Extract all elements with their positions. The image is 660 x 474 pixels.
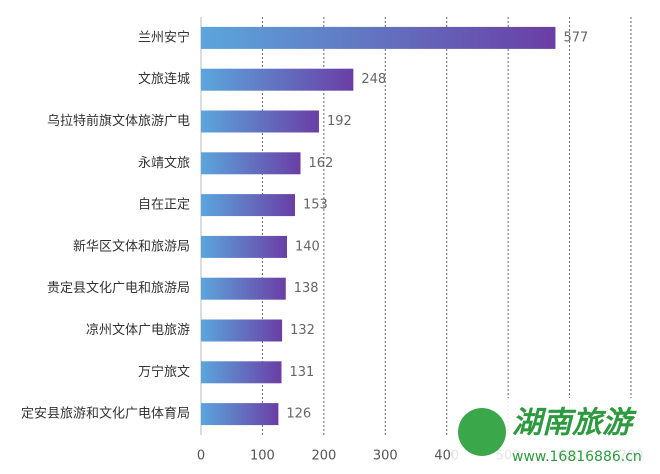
y-tick-label: 新华区文体和旅游局	[73, 238, 190, 254]
bar	[201, 68, 354, 91]
value-label: 162	[309, 156, 334, 171]
value-label: 138	[294, 281, 319, 296]
bar	[201, 26, 556, 49]
bar	[201, 194, 295, 217]
value-label: 126	[286, 407, 311, 422]
x-tick-label: 200	[311, 449, 336, 464]
bar	[201, 361, 282, 384]
y-tick-label: 贵定县文化广电和旅游局	[47, 281, 190, 296]
y-tick-label: 兰州安宁	[138, 29, 190, 45]
y-tick-label: 定安县旅游和文化广电体育局	[21, 406, 190, 422]
value-label: 153	[303, 198, 328, 213]
y-tick-label: 万宁旅文	[138, 364, 190, 380]
bar	[201, 403, 279, 426]
y-tick-label: 文旅连城	[138, 71, 190, 87]
x-tick-label: 300	[373, 449, 398, 464]
bar	[201, 319, 283, 342]
value-label: 248	[361, 72, 386, 87]
bar	[201, 152, 301, 175]
value-label: 577	[563, 30, 588, 45]
value-label: 132	[290, 323, 315, 338]
watermark-logo	[458, 408, 506, 456]
y-tick-label: 凉州文体广电旅游	[86, 323, 190, 338]
x-tick-label: 100	[250, 449, 275, 464]
value-label: 192	[327, 114, 352, 129]
bar	[201, 277, 286, 300]
value-label: 131	[289, 365, 314, 380]
y-tick-label: 乌拉特前旗文体旅游广电	[47, 113, 190, 129]
x-tick-label: 0	[197, 449, 205, 464]
watermark-url: www.16816886.cn	[512, 449, 642, 465]
y-tick-label: 永靖文旅	[138, 156, 190, 171]
bar	[201, 235, 287, 258]
watermark-title: 湖南旅游	[512, 406, 637, 441]
watermark: 湖南旅游 www.16816886.cn	[452, 398, 658, 470]
value-label: 140	[295, 239, 320, 254]
bar	[201, 110, 319, 133]
y-tick-label: 自在正定	[138, 198, 190, 213]
